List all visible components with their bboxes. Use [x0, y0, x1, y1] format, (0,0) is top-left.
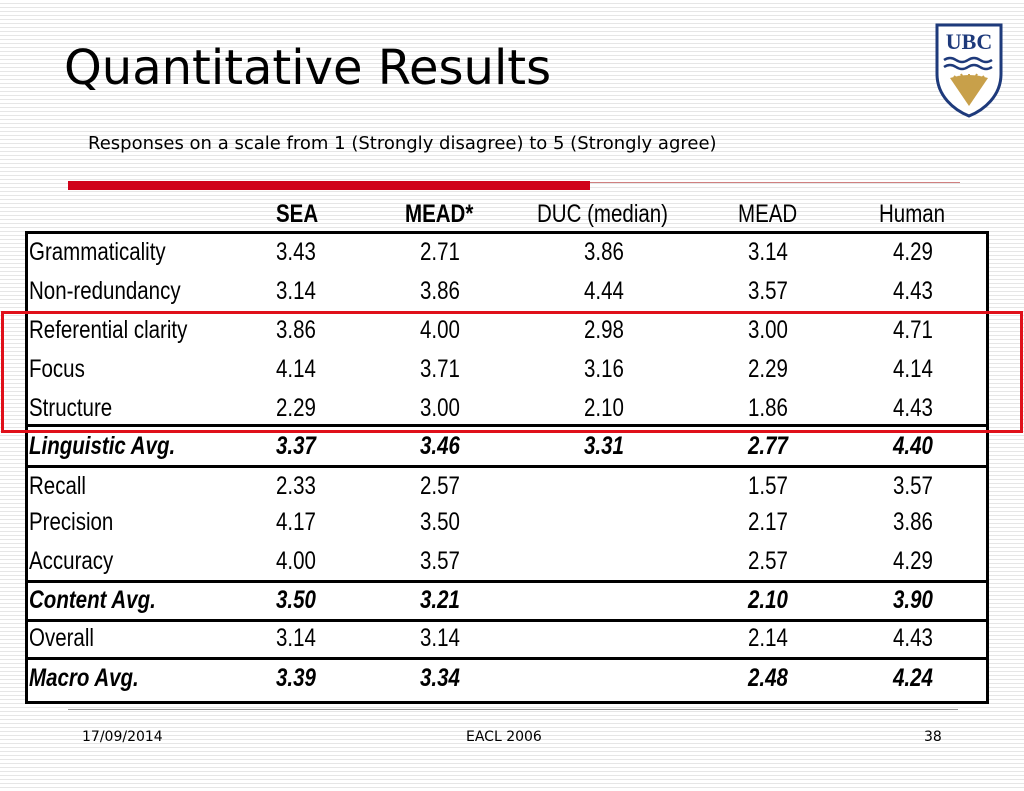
- ubc-logo-text: UBC: [946, 29, 992, 54]
- row-separator: [25, 424, 989, 427]
- cell-mead: 1.86: [748, 394, 788, 422]
- cell-sea: 3.86: [276, 316, 316, 344]
- cell-human: 4.24: [893, 664, 933, 692]
- row-label: Precision: [29, 508, 114, 536]
- cell-mead: 3.57: [748, 277, 788, 305]
- cell-mead-star: 3.00: [420, 394, 460, 422]
- cell-sea: 3.14: [276, 624, 316, 652]
- cell-human: 3.90: [893, 586, 933, 614]
- cell-mead-star: 4.00: [420, 316, 460, 344]
- cell-mead: 2.57: [748, 547, 788, 575]
- cell-mead: 2.17: [748, 508, 788, 536]
- cell-mead-star: 3.14: [420, 624, 460, 652]
- cell-mead: 2.29: [748, 355, 788, 383]
- row-separator: [25, 580, 989, 583]
- cell-mead: 2.48: [748, 664, 788, 692]
- cell-mead-star: 3.34: [420, 664, 460, 692]
- slide-title: Quantitative Results: [64, 40, 552, 96]
- cell-sea: 3.50: [276, 586, 316, 614]
- cell-human: 4.40: [893, 432, 933, 460]
- cell-duc-median: 4.44: [584, 277, 624, 305]
- row-label: Structure: [29, 394, 113, 422]
- cell-mead-star: 3.57: [420, 547, 460, 575]
- cell-human: 3.86: [893, 508, 933, 536]
- cell-duc-median: 3.16: [584, 355, 624, 383]
- cell-mead: 2.14: [748, 624, 788, 652]
- cell-mead-star: 3.50: [420, 508, 460, 536]
- cell-human: 4.43: [893, 624, 933, 652]
- row-label: Focus: [29, 355, 85, 383]
- cell-mead-star: 3.71: [420, 355, 460, 383]
- row-label: Content Avg.: [29, 586, 156, 614]
- cell-sea: 2.33: [276, 472, 316, 500]
- cell-human: 4.43: [893, 394, 933, 422]
- cell-human: 4.71: [893, 316, 933, 344]
- row-label: Overall: [29, 624, 94, 652]
- cell-mead-star: 3.46: [420, 432, 460, 460]
- cell-sea: 4.14: [276, 355, 316, 383]
- row-label: Macro Avg.: [29, 664, 139, 692]
- cell-mead-star: 2.71: [420, 238, 460, 266]
- col-header-sea: SEA: [276, 200, 319, 228]
- row-label: Accuracy: [29, 547, 114, 575]
- row-label: Recall: [29, 472, 86, 500]
- cell-human: 4.29: [893, 238, 933, 266]
- cell-mead: 1.57: [748, 472, 788, 500]
- row-separator: [25, 657, 989, 660]
- cell-mead: 2.77: [748, 432, 788, 460]
- slide-subtitle: Responses on a scale from 1 (Strongly di…: [88, 133, 717, 154]
- cell-sea: 3.43: [276, 238, 316, 266]
- footer-date: 17/09/2014: [82, 729, 163, 745]
- cell-human: 3.57: [893, 472, 933, 500]
- slide-number: 38: [924, 729, 942, 745]
- row-label: Non-redundancy: [29, 277, 181, 305]
- title-accent-bar: [68, 181, 590, 190]
- cell-sea: 2.29: [276, 394, 316, 422]
- row-separator: [25, 619, 989, 622]
- cell-human: 4.14: [893, 355, 933, 383]
- footer-divider: [68, 709, 958, 710]
- row-label: Referential clarity: [29, 316, 188, 344]
- cell-human: 4.43: [893, 277, 933, 305]
- cell-sea: 3.14: [276, 277, 316, 305]
- cell-mead-star: 2.57: [420, 472, 460, 500]
- row-label: Linguistic Avg.: [29, 432, 176, 460]
- cell-duc-median: 2.98: [584, 316, 624, 344]
- col-header-duc-median: DUC (median): [537, 200, 669, 228]
- cell-sea: 4.00: [276, 547, 316, 575]
- row-label: Grammaticality: [29, 238, 166, 266]
- cell-duc-median: 2.10: [584, 394, 624, 422]
- cell-duc-median: 3.31: [584, 432, 624, 460]
- cell-sea: 3.37: [276, 432, 316, 460]
- row-separator: [25, 465, 989, 468]
- col-header-mead: MEAD: [738, 200, 798, 228]
- cell-mead-star: 3.21: [420, 586, 460, 614]
- cell-human: 4.29: [893, 547, 933, 575]
- cell-mead-star: 3.86: [420, 277, 460, 305]
- title-accent-line: [590, 182, 960, 183]
- cell-sea: 4.17: [276, 508, 316, 536]
- col-header-human: Human: [879, 200, 946, 228]
- footer-venue: EACL 2006: [466, 729, 542, 745]
- cell-mead: 2.10: [748, 586, 788, 614]
- cell-sea: 3.39: [276, 664, 316, 692]
- cell-mead: 3.14: [748, 238, 788, 266]
- cell-mead: 3.00: [748, 316, 788, 344]
- ubc-logo: UBC: [935, 23, 1003, 118]
- col-header-mead-star: MEAD*: [405, 200, 474, 228]
- cell-duc-median: 3.86: [584, 238, 624, 266]
